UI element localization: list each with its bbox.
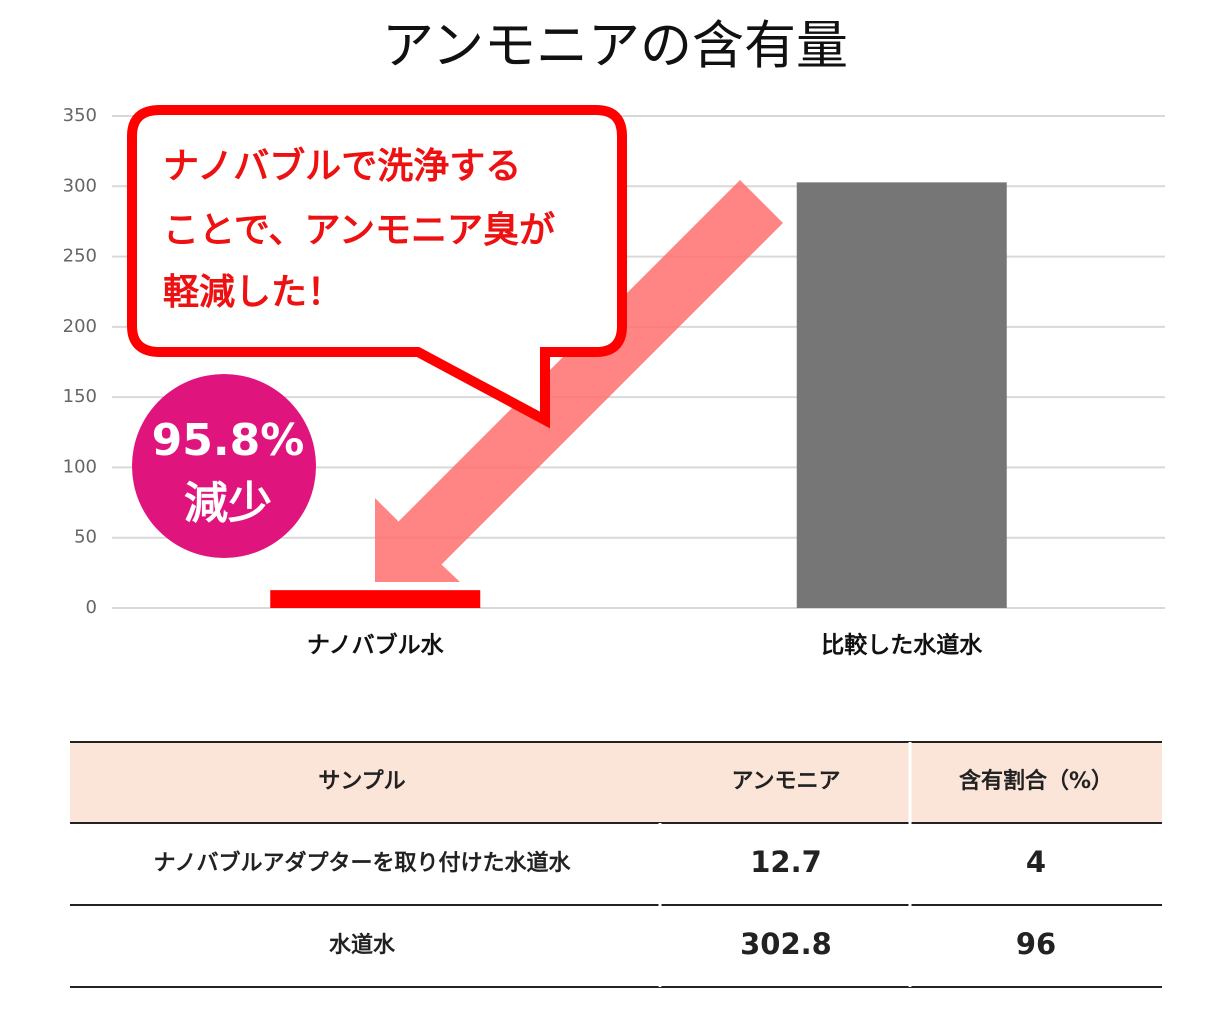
- table-cell: 12.7: [750, 845, 822, 879]
- y-tick-label: 250: [63, 246, 97, 267]
- callout-box: [127, 105, 627, 429]
- callout-text: ことで、アンモニア臭が: [163, 210, 555, 251]
- table-header: サンプル: [318, 769, 405, 794]
- y-tick-label: 150: [63, 386, 97, 407]
- table-header-bg: [70, 742, 1162, 823]
- y-tick-label: 50: [74, 527, 97, 548]
- table: サンプル アンモニア 含有割合（%） ナノバブルアダプターを取り付けた水道水 12.7 4…: [70, 741, 1162, 988]
- y-tick-label: 100: [63, 456, 97, 477]
- plot-area: 0 50 100 150 200 250 300 350 ナノバブル水 比較した水道水: [63, 105, 1165, 659]
- table-header: 含有割合（%）: [959, 768, 1113, 794]
- y-tick-label: 200: [63, 316, 97, 337]
- badge-text: 95.8%: [152, 415, 305, 466]
- y-tick-label: 300: [63, 175, 97, 196]
- callout-text: ナノバブルで洗浄する: [163, 145, 521, 187]
- bar: [270, 590, 481, 608]
- callout-text: 軽減した！: [163, 272, 343, 313]
- table-cell: ナノバブルアダプターを取り付けた水道水: [154, 850, 572, 876]
- y-tick-label: 0: [86, 597, 97, 618]
- table-cell: 302.8: [740, 927, 832, 961]
- table-header: アンモニア: [731, 769, 840, 794]
- arrow: [375, 180, 783, 582]
- badge: [132, 374, 316, 558]
- badge-text: 減少: [184, 478, 272, 529]
- bar: [796, 182, 1007, 608]
- table-cell: 96: [1016, 927, 1056, 961]
- x-tick-label: ナノバブル水: [307, 632, 445, 659]
- table-cell: 水道水: [329, 932, 396, 958]
- y-tick-label: 350: [63, 105, 97, 126]
- x-tick-label: 比較した水道水: [821, 632, 983, 659]
- table-cell: 4: [1026, 845, 1046, 879]
- chart-title: アンモニアの含有量: [382, 17, 848, 77]
